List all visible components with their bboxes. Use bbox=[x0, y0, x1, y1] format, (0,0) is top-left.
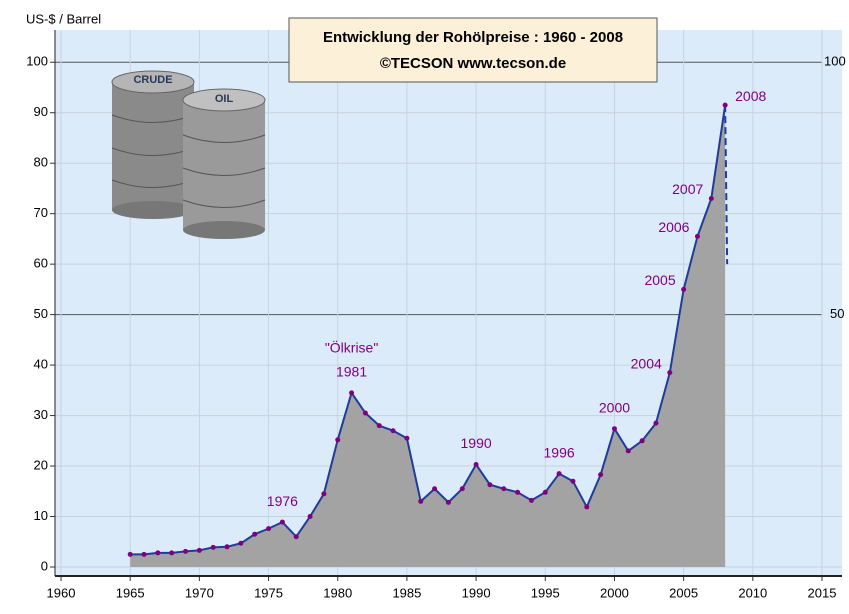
x-tick-label: 1990 bbox=[462, 585, 491, 600]
point bbox=[611, 426, 617, 432]
barrel-top bbox=[111, 70, 195, 94]
x-tick-label: 2000 bbox=[600, 585, 629, 600]
point bbox=[210, 544, 216, 550]
point bbox=[335, 437, 341, 443]
y-tick-label: 0 bbox=[41, 558, 48, 573]
annotation: 1990 bbox=[461, 435, 492, 451]
y-tick-label: 50 bbox=[34, 306, 48, 321]
point bbox=[459, 486, 465, 492]
y-tick-label: 40 bbox=[34, 357, 48, 372]
point bbox=[556, 471, 562, 477]
x-tick-label: 1965 bbox=[116, 585, 145, 600]
point bbox=[321, 491, 327, 497]
annotation: 2007 bbox=[672, 181, 703, 197]
point bbox=[196, 547, 202, 553]
x-tick-label: 1960 bbox=[47, 585, 76, 600]
point bbox=[501, 486, 507, 492]
annotation: 2006 bbox=[658, 219, 689, 235]
point bbox=[224, 544, 230, 550]
annotation: 2004 bbox=[631, 355, 662, 371]
y-tick-label: 20 bbox=[34, 457, 48, 472]
x-tick-label: 1980 bbox=[323, 585, 352, 600]
point bbox=[349, 390, 355, 396]
y-tick-label: 90 bbox=[34, 104, 48, 119]
y-tick-label: 70 bbox=[34, 205, 48, 220]
point bbox=[681, 286, 687, 292]
annotation: 1981 bbox=[336, 364, 367, 380]
point bbox=[293, 534, 299, 540]
point bbox=[515, 489, 521, 495]
x-tick-label: 2010 bbox=[738, 585, 767, 600]
y-tick-label: 60 bbox=[34, 256, 48, 271]
chart-subtitle: ©TECSON www.tecson.de bbox=[380, 55, 566, 72]
y-tick-label: 100 bbox=[26, 54, 48, 69]
title-box bbox=[288, 17, 658, 83]
x-tick-label: 1995 bbox=[531, 585, 560, 600]
x-tick-label: 1985 bbox=[392, 585, 421, 600]
x-tick-label: 1975 bbox=[254, 585, 283, 600]
annotation: 1976 bbox=[267, 493, 298, 509]
point bbox=[266, 526, 272, 532]
marks bbox=[127, 102, 729, 568]
point bbox=[473, 462, 479, 468]
point bbox=[238, 540, 244, 546]
point bbox=[528, 497, 534, 503]
point bbox=[169, 550, 175, 556]
point bbox=[487, 482, 493, 488]
annotation: 2008 bbox=[735, 88, 766, 104]
point bbox=[183, 548, 189, 554]
barrel bbox=[183, 100, 265, 230]
chart-title: Entwicklung der Rohölpreise : 1960 - 200… bbox=[323, 29, 623, 46]
point bbox=[598, 472, 604, 478]
point bbox=[708, 196, 714, 202]
point bbox=[390, 428, 396, 434]
x-tick-label: 2015 bbox=[808, 585, 837, 600]
area bbox=[130, 105, 726, 568]
point bbox=[722, 102, 728, 108]
annotation: 2005 bbox=[644, 272, 675, 288]
point bbox=[127, 551, 133, 557]
y-tick-label: 30 bbox=[34, 407, 48, 422]
point bbox=[694, 233, 700, 239]
annotation: 1996 bbox=[544, 444, 575, 460]
point bbox=[252, 531, 258, 537]
barrel-rings bbox=[182, 134, 266, 208]
y-tick-label: 80 bbox=[34, 155, 48, 170]
x-tick-label: 2005 bbox=[669, 585, 698, 600]
point bbox=[584, 504, 590, 510]
y-tick-label: 10 bbox=[34, 508, 48, 523]
point bbox=[570, 478, 576, 484]
y-axis-label: US-$ / Barrel bbox=[26, 11, 101, 26]
y2-tick-label: 100 bbox=[824, 54, 846, 69]
barrel-label: CRUDE bbox=[133, 74, 172, 86]
point bbox=[279, 519, 285, 525]
barrel bbox=[112, 82, 194, 210]
barrel-top bbox=[182, 88, 266, 112]
point bbox=[432, 486, 438, 492]
point bbox=[141, 551, 147, 557]
x-tick-label: 1970 bbox=[185, 585, 214, 600]
callout: "Ölkrise" bbox=[325, 339, 379, 356]
point bbox=[362, 410, 368, 416]
point bbox=[445, 499, 451, 505]
point bbox=[307, 514, 313, 520]
point bbox=[376, 423, 382, 429]
point bbox=[155, 550, 161, 556]
y2-tick-label: 50 bbox=[830, 306, 844, 321]
drop-line bbox=[724, 105, 729, 265]
y-label-box bbox=[22, 10, 122, 30]
barrel-label: OIL bbox=[215, 93, 234, 105]
point bbox=[404, 435, 410, 441]
point bbox=[639, 438, 645, 444]
point bbox=[542, 489, 548, 495]
point bbox=[418, 498, 424, 504]
point bbox=[653, 420, 659, 426]
point bbox=[667, 370, 673, 376]
barrel-bottom bbox=[183, 221, 265, 239]
point bbox=[625, 448, 631, 454]
annotation: 2000 bbox=[599, 399, 630, 415]
barrels: CRUDE OIL bbox=[111, 70, 266, 239]
barrel-bottom bbox=[112, 201, 194, 219]
